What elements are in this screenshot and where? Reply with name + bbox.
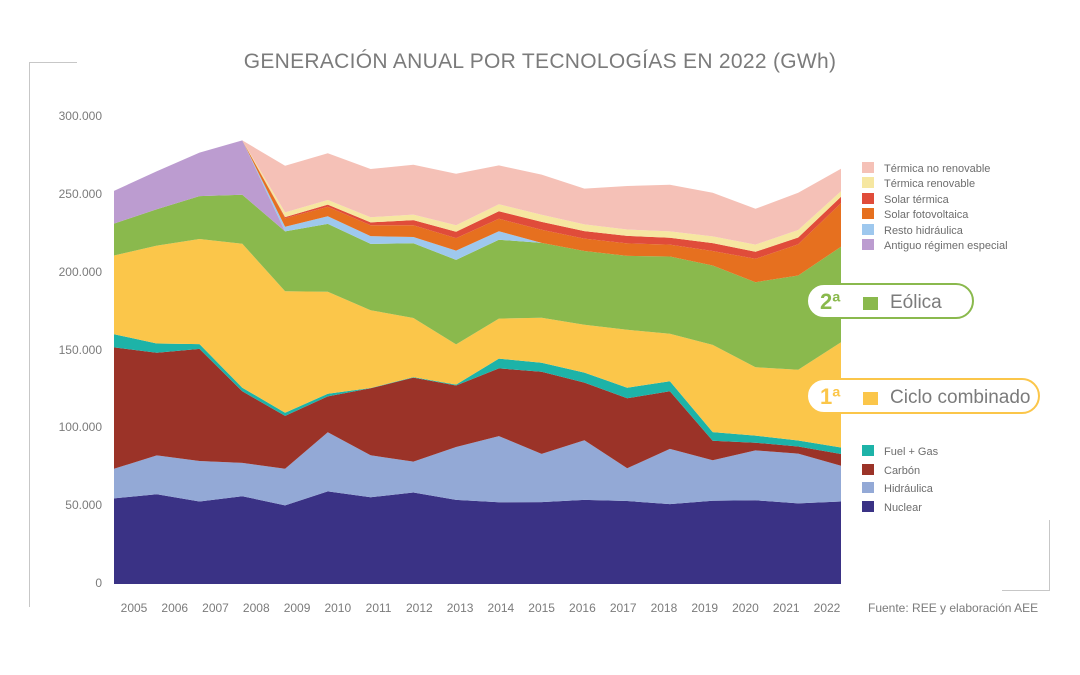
legend-label: Antiguo régimen especial bbox=[884, 240, 1008, 252]
x-tick-label: 2021 bbox=[772, 601, 800, 615]
legend-swatch bbox=[862, 177, 874, 189]
legend-item-termica-no-renovable: Térmica no renovable bbox=[862, 162, 990, 177]
y-tick-label: 250.000 bbox=[58, 186, 102, 201]
legend-swatch bbox=[862, 482, 874, 493]
y-tick-label: 200.000 bbox=[58, 264, 102, 279]
x-tick-label: 2013 bbox=[446, 601, 474, 615]
legend-item-carbon: Carbón bbox=[862, 463, 921, 479]
frame-corner-right bbox=[1002, 520, 1050, 591]
series-label: Eólica bbox=[890, 292, 942, 313]
x-tick-label: 2017 bbox=[609, 601, 637, 615]
x-tick-label: 2020 bbox=[732, 601, 759, 615]
legend-label: Solar fotovoltaica bbox=[884, 209, 969, 222]
x-tick-label: 2008 bbox=[242, 601, 270, 615]
legend-swatch bbox=[862, 208, 874, 220]
y-tick-label: 50.000 bbox=[65, 498, 102, 513]
legend-item-fuel-gas: Fuel + Gas bbox=[862, 445, 938, 460]
legend-swatch bbox=[862, 445, 874, 456]
legend-swatch bbox=[862, 500, 874, 512]
x-tick-label: 2009 bbox=[283, 601, 311, 615]
area-hidraulica bbox=[114, 432, 841, 506]
x-tick-label: 2022 bbox=[813, 601, 841, 615]
x-tick-label: 2015 bbox=[528, 601, 555, 615]
area-nuclear bbox=[114, 491, 841, 584]
legend-swatch bbox=[863, 392, 878, 405]
chart-title: GENERACIÓN ANUAL POR TECNOLOGÍAS EN 2022… bbox=[243, 50, 837, 73]
x-tick-label: 2012 bbox=[405, 601, 433, 615]
legend-label: Carbón bbox=[884, 464, 921, 477]
source-note: Fuente: REE y elaboración AEE bbox=[868, 601, 1039, 615]
legend-label: Resto hidráulica bbox=[884, 224, 963, 237]
legend-swatch bbox=[862, 239, 874, 250]
highlight-ciclo-combinado: 1ª Ciclo combinado bbox=[806, 378, 1040, 414]
x-tick-label: 2019 bbox=[691, 601, 719, 615]
legend-label: Hidráulica bbox=[884, 483, 933, 495]
y-tick-label: 150.000 bbox=[58, 342, 102, 357]
legend-swatch bbox=[862, 463, 874, 475]
series-label: Ciclo combinado bbox=[890, 387, 1031, 408]
frame-corner-left bbox=[29, 62, 77, 607]
legend-swatch bbox=[863, 297, 878, 310]
legend-swatch bbox=[862, 192, 874, 204]
legend-swatch bbox=[862, 162, 874, 173]
legend-label: Nuclear bbox=[884, 501, 922, 514]
area-eolica bbox=[114, 194, 841, 370]
area-ciclo-combinado bbox=[114, 239, 841, 448]
area-solar-fotovoltaica bbox=[114, 140, 841, 283]
area-carbon bbox=[114, 347, 841, 469]
y-tick-label: 0 bbox=[95, 576, 102, 590]
legend-item-nuclear: Nuclear bbox=[862, 500, 922, 516]
legend-item-solar-termica: Solar térmica bbox=[862, 192, 949, 208]
legend-item-solar-fotovoltaica: Solar fotovoltaica bbox=[862, 208, 968, 223]
area-fuel-gas bbox=[114, 334, 841, 454]
legend-label: Solar térmica bbox=[884, 193, 949, 206]
rank-label: 1ª bbox=[820, 384, 841, 409]
y-tick-label: 300.000 bbox=[58, 109, 102, 123]
legend-label: Térmica renovable bbox=[884, 178, 976, 191]
legend-item-antiguo-regimen-especial: Antiguo régimen especial bbox=[862, 239, 1008, 254]
highlight-eolica: 2ª Eólica bbox=[806, 283, 974, 319]
area-termica-renovable bbox=[114, 140, 841, 252]
x-tick-label: 2006 bbox=[161, 601, 189, 615]
legend-label: Fuel + Gas bbox=[884, 446, 939, 458]
y-tick-label: 100.000 bbox=[58, 420, 102, 435]
legend-item-termica-renovable: Térmica renovable bbox=[862, 177, 975, 192]
x-tick-label: 2007 bbox=[202, 601, 229, 615]
x-tick-label: 2011 bbox=[365, 601, 392, 615]
x-tick-label: 2016 bbox=[569, 601, 596, 615]
x-tick-label: 2005 bbox=[120, 601, 148, 615]
legend-item-hidraulica: Hidráulica bbox=[862, 482, 933, 497]
rank-label: 2ª bbox=[820, 289, 841, 314]
x-tick-label: 2014 bbox=[487, 601, 515, 615]
x-tick-label: 2018 bbox=[650, 601, 678, 615]
legend-label: Térmica no renovable bbox=[884, 163, 991, 175]
legend-item-resto-hidraulica: Resto hidráulica bbox=[862, 223, 963, 239]
area-termica-no-renovable bbox=[114, 140, 841, 245]
x-tick-label: 2010 bbox=[324, 601, 352, 615]
legend-swatch bbox=[862, 223, 874, 235]
